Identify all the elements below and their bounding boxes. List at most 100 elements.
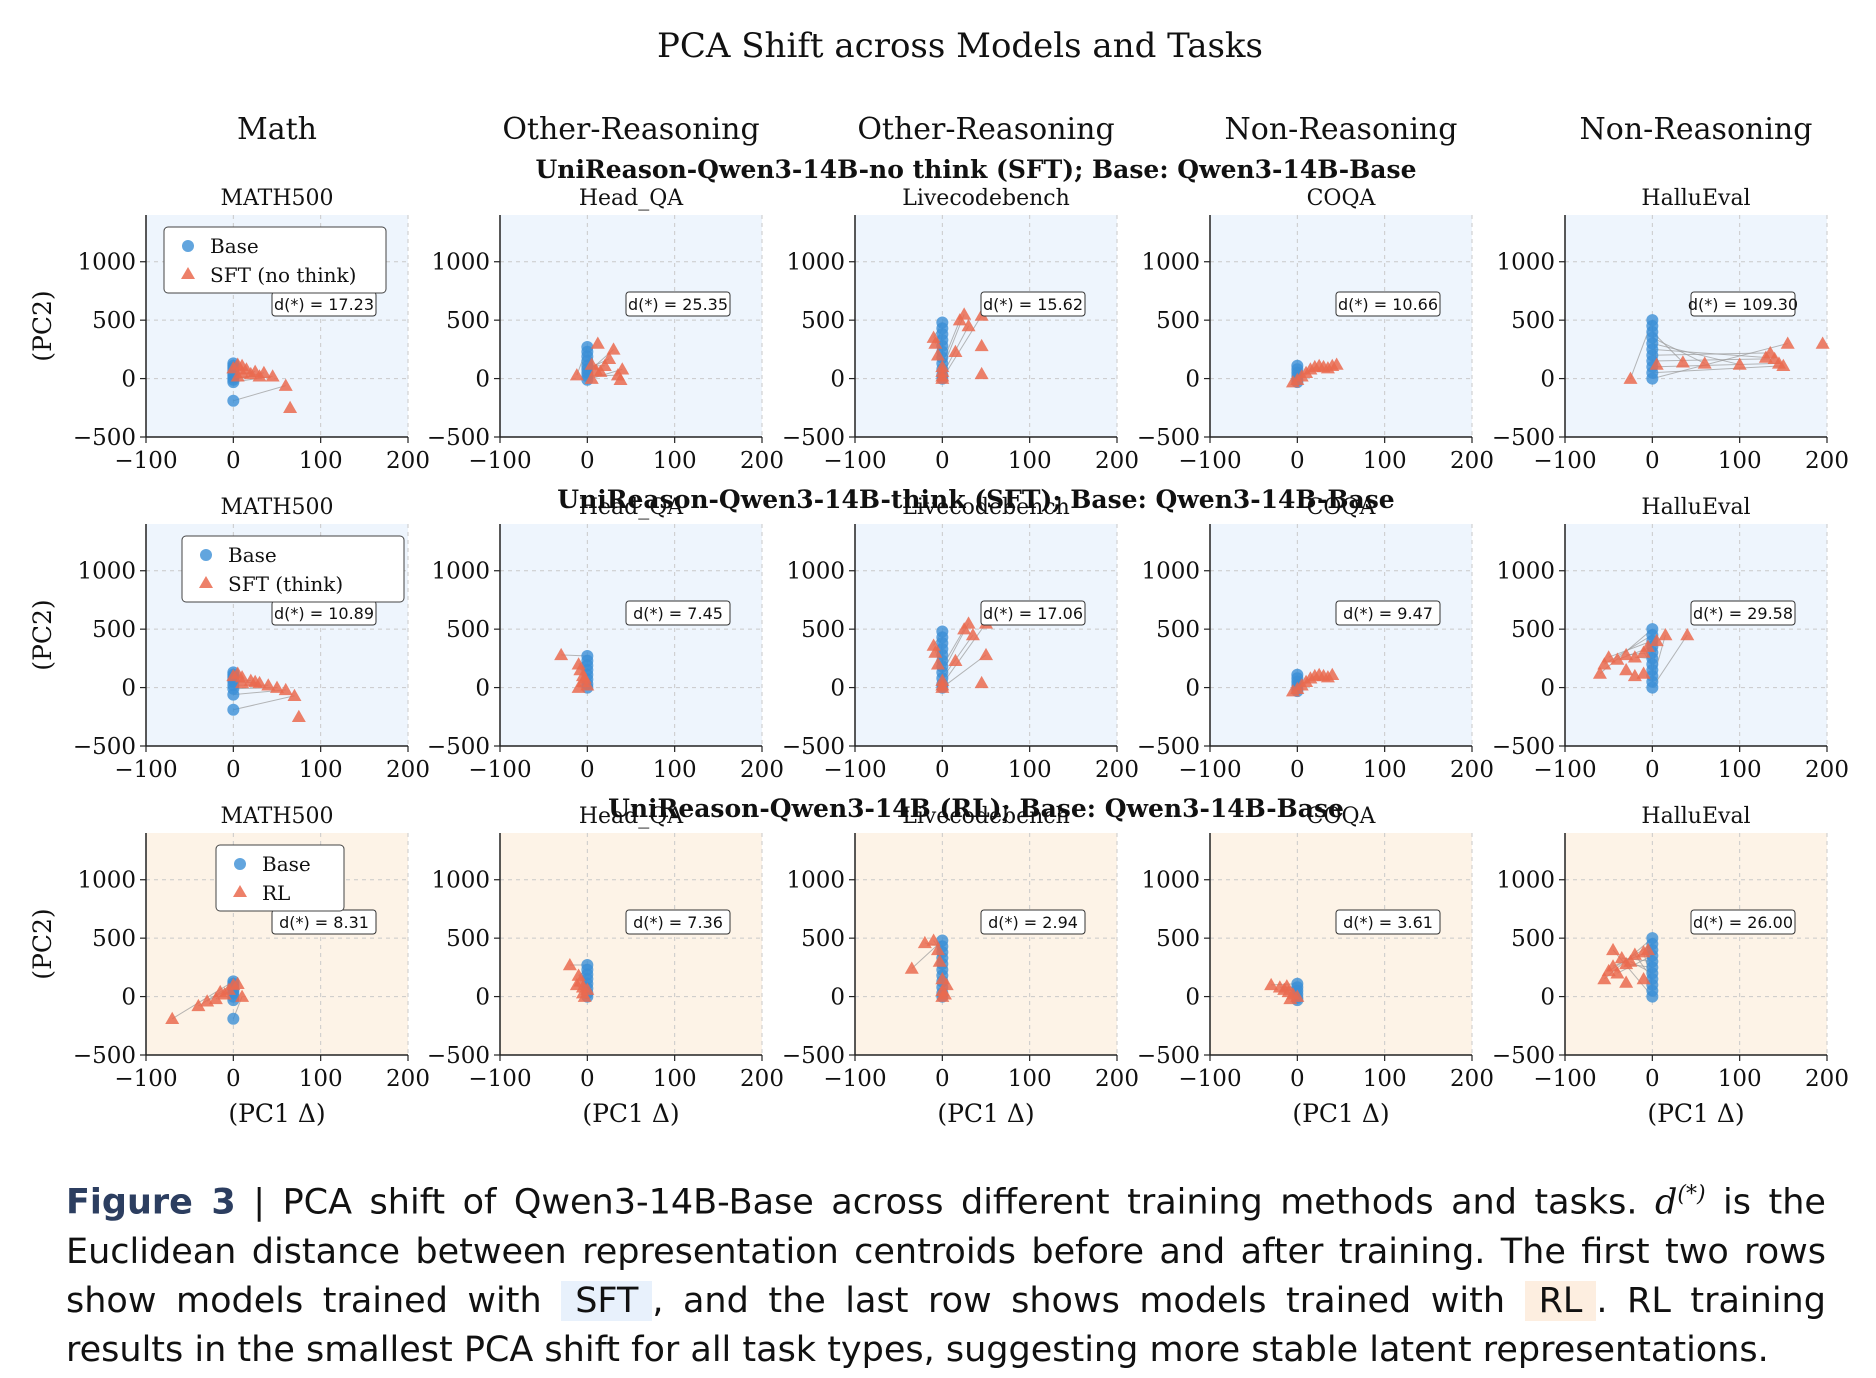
trained-point xyxy=(961,616,976,629)
x-tick-label: 0 xyxy=(1645,448,1660,474)
y-tick-label: 0 xyxy=(121,367,136,393)
trained-point xyxy=(1325,667,1340,680)
x-tick-label: 200 xyxy=(1450,757,1494,783)
trained-point xyxy=(1649,633,1664,647)
task-title: MATH500 xyxy=(220,186,333,211)
x-tick-label: 200 xyxy=(740,757,784,783)
y-tick-label: −500 xyxy=(1137,734,1200,760)
caption-label: Figure 3 xyxy=(66,1182,236,1223)
figure-caption: Figure 3 | PCA shift of Qwen3-14B-Base a… xyxy=(66,1170,1826,1375)
x-tick-label: 200 xyxy=(1095,1066,1139,1092)
trained-point xyxy=(580,678,595,691)
y-tick-label: −500 xyxy=(1492,1043,1555,1069)
distance-label: d(*) = 7.45 xyxy=(633,604,723,623)
y-tick-label: 1000 xyxy=(1496,250,1555,276)
subplot-hallueval: −100 0 100 200 −500 0 500 1000 HalluEval d(*) = 2… xyxy=(1492,495,1849,783)
legend: Base SFT (think) xyxy=(181,535,405,603)
y-tick-label: 0 xyxy=(1185,676,1200,702)
trained-point xyxy=(957,307,972,320)
task-title: HalluEval xyxy=(1641,186,1750,211)
x-tick-label: 100 xyxy=(1008,448,1052,474)
y-tick-label: 1000 xyxy=(786,559,845,585)
trained-point xyxy=(1697,356,1712,369)
x-tick-label: 0 xyxy=(226,757,241,783)
subplot-head-qa: −100 0 100 200 −500 0 500 1000 Head_QA d(*) = 25.… xyxy=(427,186,784,474)
x-tick-label: 0 xyxy=(1645,1066,1660,1092)
x-axis-label: (PC1 Δ) xyxy=(582,1099,679,1128)
task-title: Livecodebench xyxy=(902,804,1070,829)
y-tick-label: −500 xyxy=(782,1043,845,1069)
subplot-coqa: −100 0 100 200 −500 0 500 1000 COQA d(*) = 9.47 xyxy=(1137,495,1494,783)
x-tick-label: 0 xyxy=(580,448,595,474)
shift-connector xyxy=(1652,358,1775,362)
x-axis-label: (PC1 Δ) xyxy=(1647,1099,1744,1128)
trained-point xyxy=(1610,652,1625,665)
y-tick-label: 1000 xyxy=(431,868,490,894)
x-tick-label: 0 xyxy=(935,1066,950,1092)
distance-label: d(*) = 10.66 xyxy=(1338,295,1438,314)
trained-point xyxy=(930,942,945,956)
x-tick-label: 200 xyxy=(1805,1066,1849,1092)
shift-connector xyxy=(1652,337,1705,364)
y-tick-label: −500 xyxy=(1492,734,1555,760)
task-title: Head_QA xyxy=(579,186,684,211)
trained-point xyxy=(1619,647,1634,661)
shift-connector xyxy=(233,695,295,711)
y-tick-label: 500 xyxy=(1511,926,1555,952)
column-group-title: Non-Reasoning xyxy=(1225,112,1458,147)
trained-point xyxy=(291,709,306,723)
legend-base-label: Base xyxy=(210,234,259,258)
y-tick-label: 500 xyxy=(1156,617,1200,643)
column-group-title: Math xyxy=(237,112,317,147)
trained-point xyxy=(235,675,250,689)
distance-label-box xyxy=(1335,600,1441,626)
trained-point xyxy=(283,400,298,414)
x-tick-label: −100 xyxy=(468,1066,531,1092)
y-tick-label: 500 xyxy=(92,308,136,334)
plot-area xyxy=(1210,524,1472,746)
y-tick-label: 1000 xyxy=(1141,559,1200,585)
x-tick-label: 200 xyxy=(1450,1066,1494,1092)
plot-area xyxy=(1565,215,1827,437)
trained-point xyxy=(904,961,919,974)
x-tick-label: 200 xyxy=(740,1066,784,1092)
trained-point xyxy=(935,359,950,373)
legend: Base SFT (no think) xyxy=(163,226,387,294)
x-tick-label: 200 xyxy=(1805,757,1849,783)
x-tick-label: 100 xyxy=(653,1066,697,1092)
trained-point xyxy=(256,365,271,378)
y-tick-label: 1000 xyxy=(77,559,136,585)
trained-point xyxy=(1623,371,1638,384)
subplot-coqa: −100 0 100 200 −500 0 500 1000 COQA d(*) = 3.61 (P… xyxy=(1137,804,1494,1128)
distance-label: d(*) = 17.06 xyxy=(983,604,1083,623)
y-tick-label: −500 xyxy=(1137,1043,1200,1069)
distance-label-box xyxy=(980,600,1086,626)
distance-label: d(*) = 29.58 xyxy=(1693,604,1793,623)
x-tick-label: −100 xyxy=(114,1066,177,1092)
caption-part-3: , and the last row shows models trained … xyxy=(652,1280,1506,1321)
x-tick-label: 100 xyxy=(1363,757,1407,783)
subplot-coqa: −100 0 100 200 −500 0 500 1000 COQA d(*) = 10.66 xyxy=(1137,186,1494,474)
distance-label-box xyxy=(1690,600,1796,626)
row-title: UniReason-Qwen3-14B-think (SFT); Base: Q… xyxy=(557,485,1394,514)
trained-point xyxy=(939,977,954,991)
trained-point xyxy=(1776,358,1791,371)
plot-area xyxy=(500,215,762,437)
trained-point xyxy=(1283,991,1298,1005)
y-tick-label: 0 xyxy=(121,676,136,702)
trained-point xyxy=(191,998,206,1012)
trained-point xyxy=(937,987,952,1000)
y-tick-label: 0 xyxy=(1185,367,1200,393)
legend-base-marker xyxy=(234,858,246,870)
trained-point xyxy=(1601,650,1616,663)
subplot-math500: −100 0 100 200 −500 0 500 1000 MATH500 d(*) = 8.3… xyxy=(28,804,430,1128)
shift-connector xyxy=(1608,640,1653,658)
x-tick-label: 100 xyxy=(1718,757,1762,783)
task-title: HalluEval xyxy=(1641,804,1750,829)
trained-point xyxy=(974,675,989,689)
legend-box xyxy=(215,844,345,912)
subplot-head-qa: −100 0 100 200 −500 0 500 1000 Head_QA d(*) = 7.3… xyxy=(427,804,784,1128)
y-tick-label: 1000 xyxy=(431,559,490,585)
y-tick-label: −500 xyxy=(73,425,136,451)
trained-point xyxy=(1732,357,1747,370)
